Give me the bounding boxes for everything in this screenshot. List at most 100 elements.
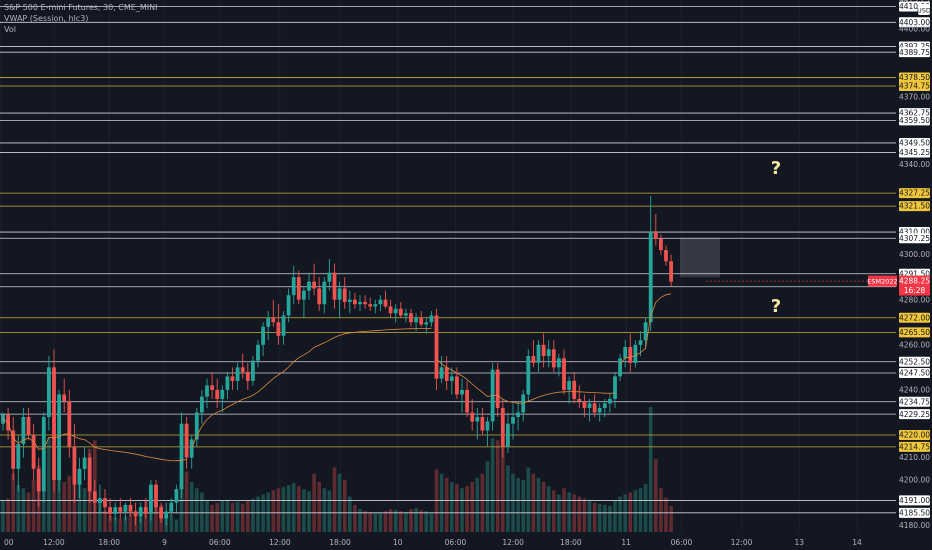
candle[interactable] <box>87 453 92 503</box>
candle[interactable] <box>460 378 464 413</box>
candle[interactable] <box>200 389 204 424</box>
candle[interactable] <box>419 310 424 327</box>
candle[interactable] <box>409 308 413 327</box>
candle[interactable] <box>332 263 337 309</box>
candle[interactable] <box>98 484 102 514</box>
candle[interactable] <box>123 502 128 521</box>
candle[interactable] <box>358 295 362 311</box>
candle[interactable] <box>536 340 541 372</box>
candle[interactable] <box>21 407 26 458</box>
candle[interactable] <box>373 299 378 314</box>
price-axis[interactable]: 4413.254410.004403.004400.004392.254389.… <box>898 0 932 550</box>
candle[interactable] <box>256 340 260 368</box>
highlight-rectangle[interactable] <box>680 237 720 278</box>
candle[interactable] <box>378 295 383 311</box>
candle[interactable] <box>567 376 571 404</box>
candle[interactable] <box>220 385 225 413</box>
candle[interactable] <box>659 234 663 255</box>
candle[interactable] <box>276 304 281 345</box>
candle[interactable] <box>623 340 628 368</box>
candle[interactable] <box>245 362 250 390</box>
candle[interactable] <box>143 498 148 519</box>
candle[interactable] <box>317 277 322 311</box>
candle[interactable] <box>618 353 622 381</box>
candle[interactable] <box>235 362 240 390</box>
candle[interactable] <box>230 367 235 390</box>
candle[interactable] <box>337 281 342 318</box>
candle[interactable] <box>490 362 495 431</box>
candle[interactable] <box>149 480 153 521</box>
candle[interactable] <box>215 378 220 408</box>
candle[interactable] <box>602 398 607 417</box>
candles[interactable] <box>1 195 673 526</box>
candle[interactable] <box>103 489 107 514</box>
candle[interactable] <box>31 423 36 481</box>
annotations[interactable]: ?? <box>771 158 781 317</box>
highlight-zone[interactable] <box>680 237 720 278</box>
candle[interactable] <box>11 416 16 481</box>
candle[interactable] <box>669 254 673 287</box>
candle[interactable] <box>383 290 388 309</box>
candle[interactable] <box>429 310 434 327</box>
candle[interactable] <box>613 371 617 408</box>
candle[interactable] <box>184 416 189 469</box>
candle[interactable] <box>133 502 138 526</box>
volume-indicator-label[interactable]: Vol <box>4 25 16 34</box>
candle[interactable] <box>16 435 21 492</box>
candle[interactable] <box>424 317 429 334</box>
symbol-title[interactable]: S&P 500 E-mini Futures, 30, CME_MINI <box>4 3 158 12</box>
candle[interactable] <box>531 340 536 368</box>
candle[interactable] <box>286 288 291 323</box>
candle[interactable] <box>480 407 485 436</box>
candle[interactable] <box>444 356 449 390</box>
candle[interactable] <box>266 310 271 341</box>
candle[interactable] <box>526 349 531 402</box>
candle[interactable] <box>322 277 327 314</box>
candle[interactable] <box>368 297 373 311</box>
question-mark-annotation[interactable]: ? <box>771 158 781 179</box>
candle[interactable] <box>169 498 174 517</box>
candle[interactable] <box>516 401 520 431</box>
candle[interactable] <box>307 272 311 300</box>
candle[interactable] <box>628 333 633 372</box>
candle[interactable] <box>128 498 133 517</box>
candle[interactable] <box>648 195 653 332</box>
candle[interactable] <box>353 292 357 309</box>
candle[interactable] <box>92 480 97 514</box>
candle[interactable] <box>562 349 566 395</box>
candle[interactable] <box>296 270 301 305</box>
candle[interactable] <box>455 367 459 399</box>
candle[interactable] <box>577 385 582 408</box>
candle[interactable] <box>388 299 393 318</box>
time-axis[interactable]: 00 12:00 18:00 9 06:00 12:00 18:00 10 06:00 12:00… <box>0 534 932 550</box>
candle[interactable] <box>434 308 439 390</box>
candle[interactable] <box>205 378 209 408</box>
candle[interactable] <box>113 502 118 521</box>
candle[interactable] <box>587 398 592 422</box>
candle[interactable] <box>500 398 505 458</box>
candle[interactable] <box>159 502 163 523</box>
candle[interactable] <box>485 416 490 447</box>
candle[interactable] <box>465 380 469 417</box>
candle[interactable] <box>271 299 276 327</box>
candle[interactable] <box>47 356 51 431</box>
candle[interactable] <box>541 333 546 368</box>
candle[interactable] <box>210 371 214 399</box>
question-mark-annotation[interactable]: ? <box>771 296 781 317</box>
candle[interactable] <box>189 435 194 469</box>
candle[interactable] <box>551 340 556 372</box>
candle[interactable] <box>597 403 602 422</box>
candle[interactable] <box>470 398 475 431</box>
candle[interactable] <box>557 353 561 377</box>
currency-badge[interactable]: USD <box>917 4 931 15</box>
candle[interactable] <box>643 317 648 350</box>
candle[interactable] <box>154 480 158 514</box>
candle[interactable] <box>36 457 41 508</box>
candle[interactable] <box>225 371 230 399</box>
candle[interactable] <box>240 353 245 379</box>
candle[interactable] <box>312 263 316 296</box>
candle[interactable] <box>138 502 143 523</box>
candle[interactable] <box>41 412 46 503</box>
